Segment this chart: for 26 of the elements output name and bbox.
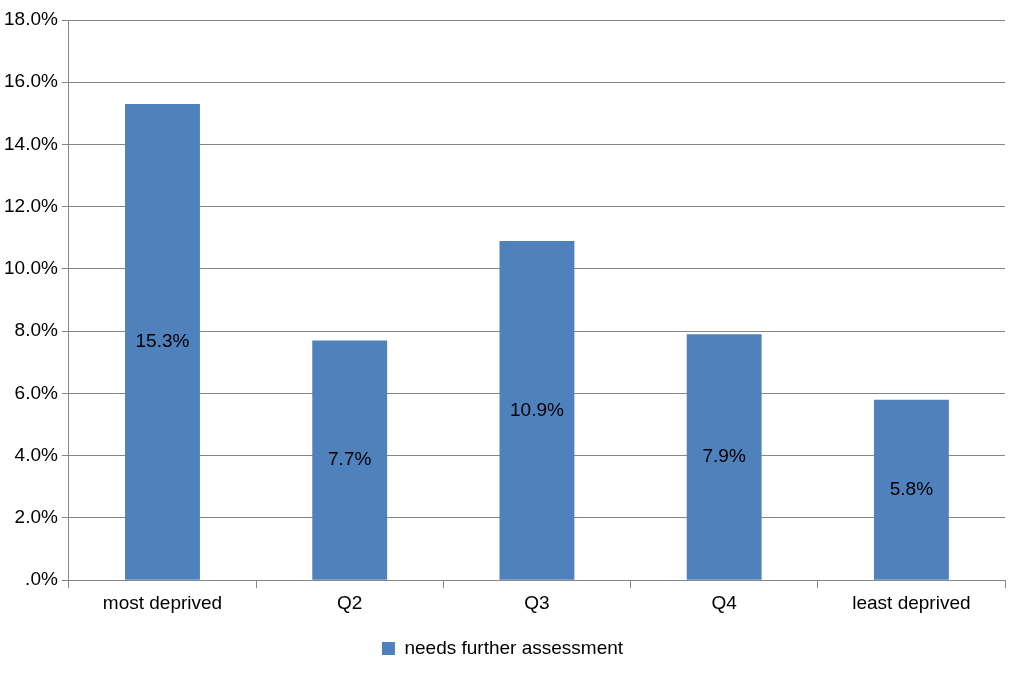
y-tick-label: 4.0% — [14, 443, 58, 465]
x-tick-label: Q4 — [711, 591, 738, 613]
data-label: 7.9% — [702, 445, 746, 467]
y-tick-label: 6.0% — [14, 381, 58, 403]
data-label: 15.3% — [135, 330, 190, 352]
data-label: 5.8% — [889, 477, 934, 499]
x-tick-label: most deprived — [102, 591, 223, 613]
bar — [312, 340, 388, 580]
y-tick-label: .0% — [25, 568, 58, 590]
y-tick-label: 12.0% — [4, 194, 58, 216]
bar — [125, 104, 200, 580]
bar — [499, 240, 575, 580]
y-tick-label: 8.0% — [14, 319, 58, 341]
y-tick-label: 14.0% — [4, 132, 58, 154]
y-tick-label: 16.0% — [4, 70, 58, 92]
legend-label: needs further assessment — [404, 636, 624, 658]
bar — [873, 399, 949, 580]
data-label: 10.9% — [510, 398, 564, 420]
x-tick-label: Q3 — [524, 591, 550, 613]
bar — [686, 334, 762, 580]
x-tick-label: least deprived — [852, 591, 971, 613]
y-tick-label: 18.0% — [4, 8, 58, 30]
x-tick-label: Q2 — [337, 591, 363, 613]
data-label: 7.7% — [328, 448, 372, 470]
y-tick-label: 2.0% — [14, 506, 58, 528]
y-tick-label: 10.0% — [4, 257, 58, 279]
